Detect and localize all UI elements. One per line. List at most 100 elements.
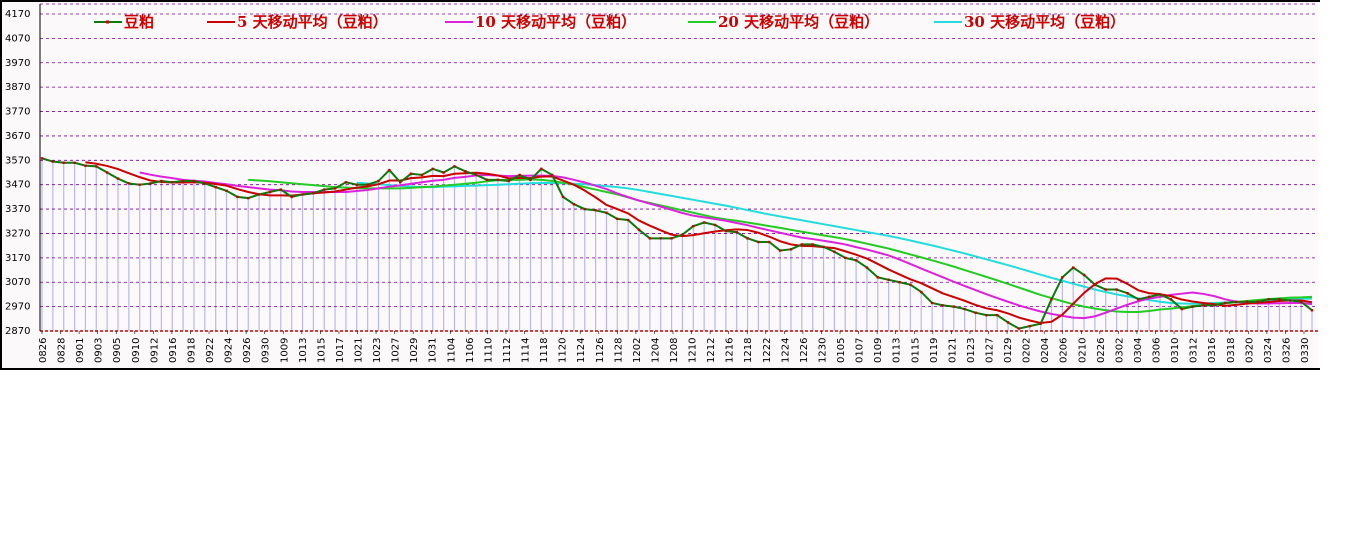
- price-point: [605, 211, 608, 214]
- price-point: [1147, 295, 1151, 299]
- price-point: [1180, 307, 1183, 311]
- x-tick-label: 0310: [1170, 338, 1181, 363]
- price-point: [572, 203, 576, 206]
- x-tick-label: 1222: [762, 338, 773, 363]
- x-tick-label: 1114: [521, 338, 532, 363]
- x-tick-label: 1208: [669, 338, 680, 363]
- price-point: [768, 240, 771, 244]
- x-tick-label: 0318: [1226, 338, 1237, 363]
- x-tick-label: 0226: [1096, 338, 1107, 363]
- x-tick-label: 0105: [836, 338, 847, 363]
- chart-svg: 2870 2970 3070 3170 3270 3370 3470 3570 3670 3770…: [2, 2, 1318, 368]
- price-point: [247, 196, 250, 200]
- price-point: [594, 209, 597, 212]
- price-point: [203, 182, 207, 185]
- price-point: [1126, 292, 1129, 295]
- price-point: [257, 193, 261, 196]
- price-point: [1245, 300, 1249, 303]
- x-tick-label: 1128: [613, 338, 624, 363]
- price-point: [1050, 298, 1053, 301]
- x-tick-label: 1124: [576, 338, 587, 363]
- x-tick-label: 1226: [799, 338, 810, 363]
- price-point: [626, 218, 630, 222]
- price-point: [1299, 300, 1303, 303]
- x-tick-label: 0901: [75, 338, 86, 363]
- x-tick-label: 1120: [558, 338, 569, 363]
- x-tick-label: 1015: [316, 338, 327, 363]
- price-point: [616, 217, 619, 221]
- y-tick-label: 3670: [5, 131, 30, 142]
- x-tick-label: 0916: [168, 338, 179, 363]
- x-tick-label: 0206: [1059, 338, 1070, 363]
- chart-frame: 2870 2970 3070 3170 3270 3370 3470 3570 3670 3770…: [0, 0, 1320, 370]
- price-point: [279, 188, 283, 191]
- price-point: [1061, 276, 1064, 279]
- price-point: [366, 183, 369, 186]
- price-point: [985, 313, 988, 317]
- price-point: [388, 168, 391, 172]
- price-point: [898, 281, 901, 284]
- price-point: [974, 311, 977, 314]
- price-point: [887, 278, 890, 281]
- x-tick-label: 0924: [224, 338, 235, 363]
- x-tick-label: 0119: [929, 338, 940, 363]
- price-point: [681, 233, 684, 236]
- price-point: [40, 157, 44, 160]
- price-point: [116, 177, 120, 180]
- x-tick-label: 0312: [1189, 338, 1200, 363]
- x-tick-label: 0113: [892, 338, 903, 363]
- y-tick-label: 3470: [5, 180, 30, 191]
- price-point: [811, 243, 814, 246]
- price-point: [1223, 301, 1227, 305]
- y-tick-label: 4070: [5, 33, 30, 44]
- price-point: [757, 240, 760, 244]
- price-point: [518, 173, 521, 177]
- price-point: [735, 231, 738, 234]
- price-point: [399, 181, 402, 184]
- price-point: [1017, 327, 1021, 330]
- price-point: [1256, 300, 1259, 303]
- x-tick-label: 1106: [465, 338, 476, 363]
- price-point: [996, 313, 999, 317]
- y-tick-label: 2970: [5, 302, 30, 313]
- price-point: [1289, 299, 1292, 302]
- price-point: [778, 249, 782, 252]
- x-tick-label: 1210: [688, 338, 699, 363]
- legend-label-ma30: 30 天移动平均（豆粕）: [964, 13, 1125, 31]
- price-point: [920, 290, 923, 294]
- price-point: [789, 248, 793, 251]
- price-point: [474, 173, 478, 177]
- price-point: [73, 161, 76, 164]
- x-tick-label: 1230: [817, 338, 828, 363]
- price-point: [702, 221, 706, 224]
- x-tick-label: 0121: [947, 338, 958, 363]
- price-point: [1310, 309, 1314, 312]
- legend-marker: [106, 20, 109, 24]
- x-tick-label: 1218: [743, 338, 754, 363]
- price-point: [1093, 283, 1097, 286]
- price-point: [659, 237, 662, 240]
- series-line-ma30: [356, 181, 1313, 305]
- price-point: [312, 192, 315, 195]
- x-tick-label: 0905: [112, 338, 123, 363]
- x-tick-label: 1204: [650, 338, 661, 363]
- y-tick-label: 3970: [5, 58, 30, 69]
- price-point: [1158, 293, 1162, 296]
- x-tick-label: 0926: [242, 338, 253, 363]
- price-point: [323, 188, 326, 191]
- x-tick-label: 0922: [205, 338, 216, 363]
- x-tick-label: 0324: [1263, 338, 1274, 363]
- x-tick-label: 0306: [1152, 338, 1163, 363]
- y-tick-label: 3870: [5, 82, 30, 93]
- price-point: [909, 283, 912, 286]
- x-tick-label: 0204: [1040, 338, 1051, 363]
- x-tick-label: 1110: [483, 338, 494, 363]
- x-axis-ticks: 0826 0828 0901 0903 0905 0910 0912 0916 0918 0922…: [38, 331, 1311, 363]
- price-point: [833, 250, 836, 253]
- price-point: [301, 193, 304, 196]
- price-point: [420, 173, 424, 177]
- legend-label-ma5: 5 天移动平均（豆粕）: [237, 13, 388, 31]
- price-point: [1278, 298, 1281, 301]
- x-tick-label: 1104: [446, 338, 457, 363]
- price-point: [1039, 322, 1042, 325]
